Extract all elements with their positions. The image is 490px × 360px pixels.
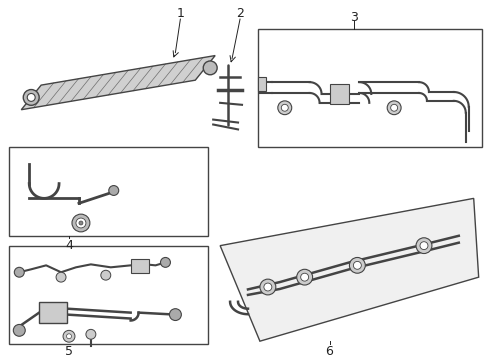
Text: 1: 1: [176, 7, 184, 20]
Circle shape: [281, 104, 288, 111]
Circle shape: [86, 329, 96, 339]
Text: 6: 6: [325, 345, 334, 357]
Text: 5: 5: [65, 345, 73, 357]
Bar: [131, 260, 148, 273]
Circle shape: [13, 324, 25, 336]
Circle shape: [170, 309, 181, 320]
Circle shape: [416, 238, 432, 253]
Circle shape: [387, 101, 401, 114]
Text: 3: 3: [350, 11, 358, 24]
Circle shape: [278, 101, 292, 114]
Bar: [258, 29, 482, 147]
Polygon shape: [220, 198, 479, 341]
Circle shape: [72, 214, 90, 232]
Circle shape: [23, 90, 39, 105]
Bar: [39, 302, 67, 323]
Circle shape: [391, 104, 397, 111]
Circle shape: [56, 272, 66, 282]
Bar: [9, 246, 208, 344]
Circle shape: [420, 242, 428, 249]
Circle shape: [14, 267, 24, 277]
Bar: [9, 147, 208, 236]
Circle shape: [76, 218, 86, 228]
Circle shape: [349, 257, 366, 273]
Bar: [329, 84, 349, 104]
Circle shape: [67, 334, 72, 339]
Circle shape: [161, 257, 171, 267]
Circle shape: [353, 261, 361, 269]
Circle shape: [301, 273, 309, 281]
Circle shape: [264, 283, 272, 291]
Circle shape: [109, 185, 119, 195]
Text: 4: 4: [65, 239, 73, 252]
Circle shape: [101, 270, 111, 280]
Polygon shape: [21, 55, 215, 110]
Circle shape: [63, 330, 75, 342]
Circle shape: [260, 279, 276, 295]
Circle shape: [79, 221, 83, 225]
Circle shape: [297, 269, 313, 285]
Circle shape: [203, 61, 217, 75]
Circle shape: [27, 94, 35, 102]
Text: 2: 2: [236, 7, 244, 20]
Bar: [258, 77, 266, 91]
